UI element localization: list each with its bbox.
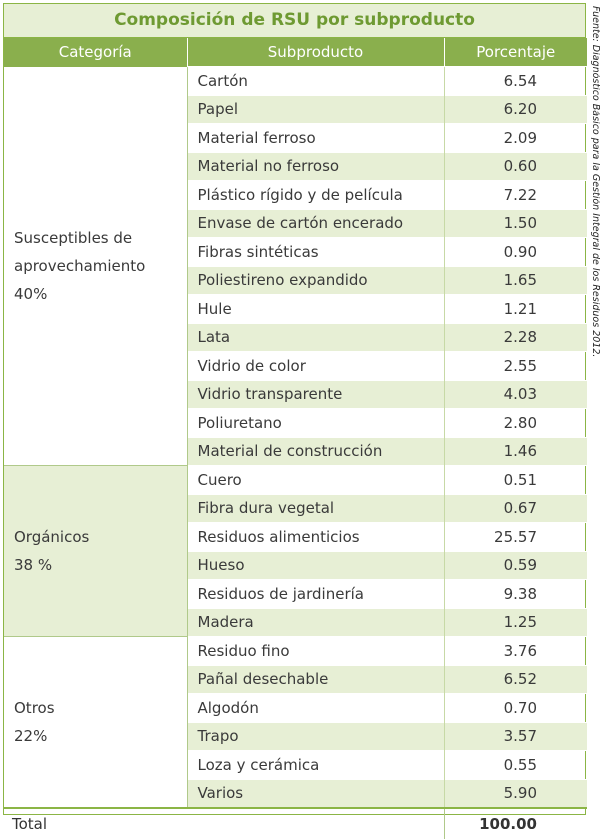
category-name: Orgánicos <box>14 528 90 546</box>
subproduct-name: Papel <box>187 94 445 124</box>
percent-value: 0.67 <box>444 493 587 523</box>
percent-value: 2.80 <box>444 408 587 437</box>
table-row: Fibras sintéticas 0.90 <box>4 237 587 266</box>
subproduct-name: Fibra dura vegetal <box>187 493 445 523</box>
header-row: Categoría Subproducto Porcentaje <box>4 38 587 67</box>
composition-table: Categoría Subproducto Porcentaje Suscept… <box>4 38 587 839</box>
table-row: Hule 1.21 <box>4 294 587 323</box>
table-row: Varios 5.90 <box>4 778 587 808</box>
percent-value: 9.38 <box>444 579 587 608</box>
subproduct-name: Loza y cerámica <box>187 750 445 779</box>
subproduct-name: Lata <box>187 322 445 352</box>
table-row: Otros 22% Residuo fino 3.76 <box>4 636 587 809</box>
total-row: Total 100.00 <box>4 807 587 839</box>
subproduct-name: Material ferroso <box>187 123 445 152</box>
subproduct-name: Residuo fino <box>187 636 445 665</box>
percent-value: 0.51 <box>444 465 587 494</box>
subproduct-name: Madera <box>187 607 445 637</box>
category-share: 40% <box>14 284 48 303</box>
table-row: Loza y cerámica 0.55 <box>4 750 587 779</box>
table-title: Composición de RSU por subproducto <box>4 4 585 38</box>
table-row: Orgánicos 38 % Cuero 0.51 <box>4 465 587 637</box>
percent-value: 6.54 <box>444 66 587 95</box>
percent-value: 2.09 <box>444 123 587 152</box>
table-row: Material ferroso 2.09 <box>4 123 587 152</box>
subproduct-name: Cartón <box>187 66 445 95</box>
table-row: Envase de cartón encerado 1.50 <box>4 208 587 238</box>
table-row: Hueso 0.59 <box>4 550 587 580</box>
percent-value: 1.25 <box>444 607 587 637</box>
percent-value: 7.22 <box>444 180 587 209</box>
subproduct-name: Varios <box>187 778 445 808</box>
table-row: Residuos alimenticios 25.57 <box>4 522 587 551</box>
subproduct-name: Fibras sintéticas <box>187 237 445 266</box>
table-row: Algodón 0.70 <box>4 693 587 722</box>
total-value: 100.00 <box>444 807 587 839</box>
subproduct-name: Vidrio transparente <box>187 379 445 409</box>
subproduct-name: Material no ferroso <box>187 151 445 181</box>
subproduct-name: Material de construcción <box>187 436 445 466</box>
table-row: Lata 2.28 <box>4 322 587 352</box>
table-row: Vidrio de color 2.55 <box>4 351 587 380</box>
total-label: Total <box>4 807 187 839</box>
subproduct-name: Poliuretano <box>187 408 445 437</box>
percent-value: 0.70 <box>444 693 587 722</box>
subproduct-name: Residuos alimenticios <box>187 522 445 551</box>
percent-value: 0.90 <box>444 237 587 266</box>
table-row: Madera 1.25 <box>4 607 587 637</box>
percent-value: 3.76 <box>444 636 587 665</box>
category-cell-otros: Otros 22% <box>4 636 188 809</box>
header-subproduct: Subproducto <box>187 38 445 67</box>
table-row: Poliestireno expandido 1.65 <box>4 265 587 295</box>
table-row: Plástico rígido y de película 7.22 <box>4 180 587 209</box>
category-cell-organicos: Orgánicos 38 % <box>4 465 188 637</box>
table-row: Trapo 3.57 <box>4 721 587 751</box>
percent-value: 2.28 <box>444 322 587 352</box>
subproduct-name: Hule <box>187 294 445 323</box>
subproduct-name: Trapo <box>187 721 445 751</box>
table-row: Susceptibles de aprovechamiento 40% Cart… <box>4 66 587 466</box>
table-row: Vidrio transparente 4.03 <box>4 379 587 409</box>
percent-value: 0.59 <box>444 550 587 580</box>
subproduct-name: Poliestireno expandido <box>187 265 445 295</box>
table-row: Material de construcción 1.46 <box>4 436 587 466</box>
table-row: Residuos de jardinería 9.38 <box>4 579 587 608</box>
subproduct-name: Vidrio de color <box>187 351 445 380</box>
percent-value: 0.55 <box>444 750 587 779</box>
header-percent: Porcentaje <box>444 38 587 67</box>
table-row: Papel 6.20 <box>4 94 587 124</box>
percent-value: 5.90 <box>444 778 587 808</box>
category-share: 38 % <box>14 556 53 574</box>
table-row: Poliuretano 2.80 <box>4 408 587 437</box>
percent-value: 1.21 <box>444 294 587 323</box>
percent-value: 1.46 <box>444 436 587 466</box>
subproduct-name: Hueso <box>187 550 445 580</box>
header-category: Categoría <box>4 38 188 67</box>
subproduct-name: Cuero <box>187 465 445 494</box>
percent-value: 25.57 <box>444 522 587 551</box>
percent-value: 0.60 <box>444 151 587 181</box>
percent-value: 6.52 <box>444 664 587 694</box>
percent-value: 1.65 <box>444 265 587 295</box>
category-name: Otros <box>14 699 55 717</box>
percent-value: 3.57 <box>444 721 587 751</box>
subproduct-name: Pañal desechable <box>187 664 445 694</box>
subproduct-name: Plástico rígido y de película <box>187 180 445 209</box>
table-row: Material no ferroso 0.60 <box>4 151 587 181</box>
category-cell-aprovechamiento: Susceptibles de aprovechamiento 40% <box>4 66 188 466</box>
category-name: Susceptibles de aprovechamiento <box>14 228 146 275</box>
table-container: Composición de RSU por subproducto Categ… <box>3 3 587 839</box>
percent-value: 6.20 <box>444 94 587 124</box>
category-share: 22% <box>14 727 48 745</box>
percent-value: 2.55 <box>444 351 587 380</box>
subproduct-name: Residuos de jardinería <box>187 579 445 608</box>
subproduct-name: Algodón <box>187 693 445 722</box>
percent-value: 4.03 <box>444 379 587 409</box>
source-note: Fuente: Diagnóstico Básico para la Gesti… <box>590 6 600 358</box>
percent-value: 1.50 <box>444 208 587 238</box>
table-row: Fibra dura vegetal 0.67 <box>4 493 587 523</box>
subproduct-name: Envase de cartón encerado <box>187 208 445 238</box>
total-spacer <box>187 807 445 839</box>
table-row: Pañal desechable 6.52 <box>4 664 587 694</box>
